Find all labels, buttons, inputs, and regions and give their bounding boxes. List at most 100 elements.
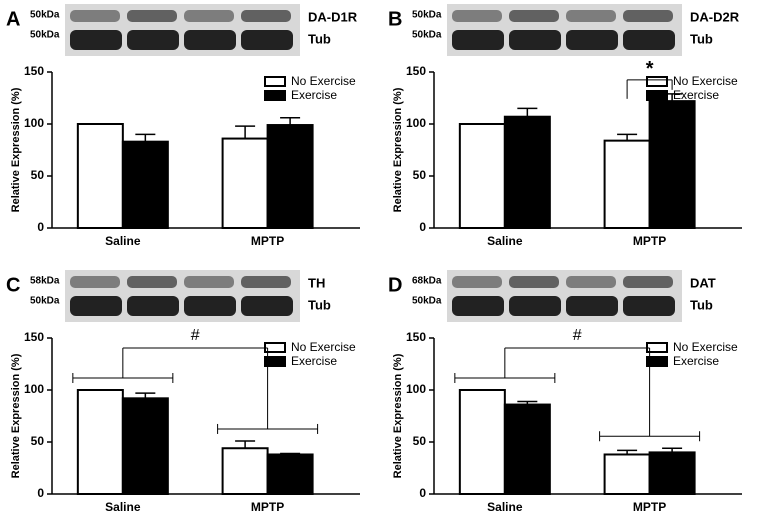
panel-label: A xyxy=(6,8,20,30)
blot-protein: DA-D1R xyxy=(308,9,358,24)
blot-protein: Tub xyxy=(308,297,331,312)
legend-label: No Exercise xyxy=(673,340,738,354)
blot-marker: 50kDa xyxy=(412,10,442,21)
blot-protein: DAT xyxy=(690,275,716,290)
blot-protein: Tub xyxy=(690,31,713,46)
blot-band xyxy=(509,10,559,22)
y-axis-label: Relative Expression (%) xyxy=(392,353,404,478)
annotation: # xyxy=(191,327,200,344)
y-tick-label: 50 xyxy=(31,168,45,182)
legend-label: Exercise xyxy=(673,354,719,368)
panel-label: B xyxy=(388,8,402,30)
blot-band xyxy=(623,296,675,316)
panel-label: C xyxy=(6,274,20,296)
blot-band xyxy=(452,30,504,50)
x-tick-label: MPTP xyxy=(251,500,284,514)
bar xyxy=(266,124,314,229)
legend-label: No Exercise xyxy=(673,74,738,88)
blot-band xyxy=(241,10,291,22)
y-tick-label: 50 xyxy=(413,168,427,182)
blot-marker: 58kDa xyxy=(30,276,60,287)
bar xyxy=(76,123,124,229)
bar xyxy=(76,389,124,495)
legend-swatch xyxy=(264,90,286,101)
legend-swatch xyxy=(646,76,668,87)
legend-label: No Exercise xyxy=(291,340,356,354)
x-tick-label: Saline xyxy=(105,234,141,248)
bar xyxy=(121,140,169,229)
x-tick-label: MPTP xyxy=(633,500,666,514)
blot-band xyxy=(623,30,675,50)
blot-band xyxy=(184,276,234,288)
blot-protein: Tub xyxy=(690,297,713,312)
blot-band xyxy=(623,276,673,288)
annotation: * xyxy=(646,58,654,80)
legend-label: No Exercise xyxy=(291,74,356,88)
bar xyxy=(221,447,269,496)
x-tick-label: Saline xyxy=(487,234,523,248)
blot-protein: TH xyxy=(308,275,325,290)
bar xyxy=(603,139,651,229)
y-tick-label: 50 xyxy=(31,434,45,448)
bar xyxy=(458,123,506,229)
blot-band xyxy=(184,30,236,50)
blot-band xyxy=(70,30,122,50)
y-tick-label: 150 xyxy=(406,64,426,78)
bar xyxy=(266,453,314,495)
blot-band xyxy=(509,30,561,50)
y-tick-label: 0 xyxy=(37,220,44,234)
blot-band xyxy=(241,296,293,316)
legend-swatch xyxy=(646,356,668,367)
blot-band xyxy=(566,296,618,316)
blot-band xyxy=(566,10,616,22)
legend-label: Exercise xyxy=(291,88,337,102)
blot-protein: DA-D2R xyxy=(690,9,740,24)
annotation: # xyxy=(573,327,582,344)
blot-marker: 50kDa xyxy=(30,10,60,21)
y-axis-label: Relative Expression (%) xyxy=(10,353,22,478)
blot-marker: 50kDa xyxy=(412,30,442,41)
blot-band xyxy=(184,10,234,22)
blot-band xyxy=(509,276,559,288)
legend-swatch xyxy=(646,90,668,101)
legend-label: Exercise xyxy=(291,354,337,368)
y-tick-label: 0 xyxy=(37,486,44,500)
blot-marker: 50kDa xyxy=(30,296,60,307)
blot-marker: 50kDa xyxy=(412,296,442,307)
x-tick-label: Saline xyxy=(105,500,141,514)
legend-swatch xyxy=(264,76,286,87)
bar xyxy=(503,115,551,229)
blot-marker: 68kDa xyxy=(412,276,442,287)
bar xyxy=(458,389,506,495)
bar xyxy=(503,403,551,495)
legend-label: Exercise xyxy=(673,88,719,102)
bar xyxy=(121,397,169,496)
y-tick-label: 100 xyxy=(406,116,426,130)
blot-band xyxy=(127,30,179,50)
blot-band xyxy=(452,276,502,288)
y-tick-label: 0 xyxy=(419,220,426,234)
blot-band xyxy=(452,10,502,22)
y-tick-label: 100 xyxy=(406,382,426,396)
blot-band xyxy=(623,10,673,22)
bar xyxy=(648,451,696,495)
blot-band xyxy=(184,296,236,316)
y-tick-label: 50 xyxy=(413,434,427,448)
panel-label: D xyxy=(388,274,402,296)
x-tick-label: Saline xyxy=(487,500,523,514)
y-tick-label: 150 xyxy=(24,330,44,344)
blot-band xyxy=(241,30,293,50)
blot-band xyxy=(127,10,177,22)
blot-band xyxy=(70,276,120,288)
blot-band xyxy=(241,276,291,288)
blot-band xyxy=(509,296,561,316)
y-tick-label: 100 xyxy=(24,116,44,130)
blot-band xyxy=(452,296,504,316)
blot-band xyxy=(127,276,177,288)
bar xyxy=(648,100,696,229)
blot-band xyxy=(566,276,616,288)
